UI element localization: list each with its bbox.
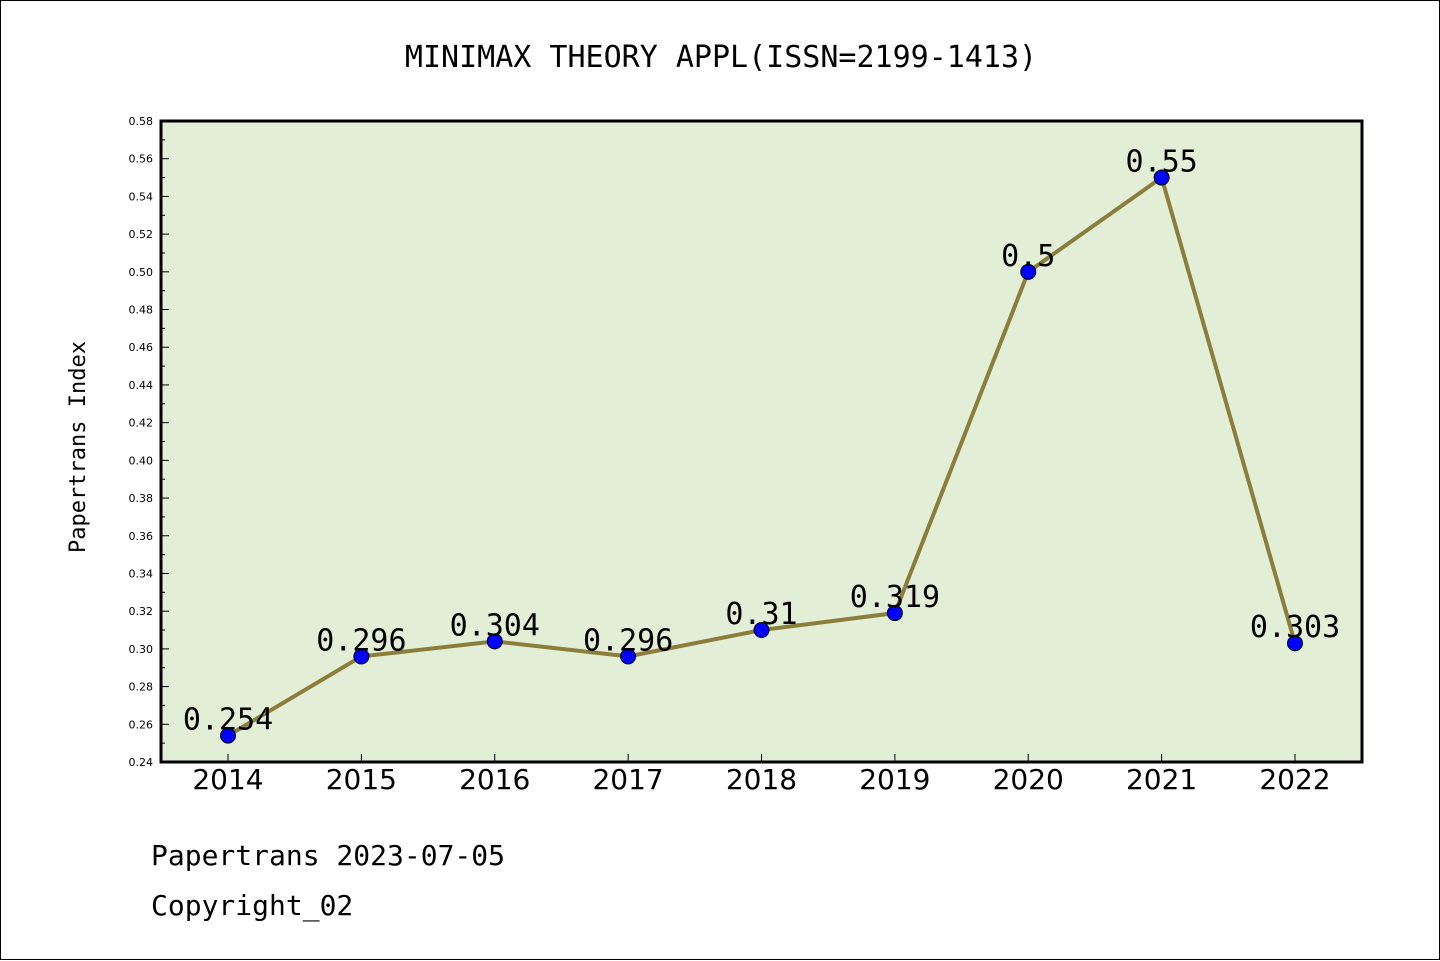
data-label: 0.319 [850,580,940,615]
x-tick-label: 2016 [459,763,530,796]
y-tick-label: 0.32 [129,605,154,618]
data-point [353,648,370,665]
data-label: 0.55 [1126,145,1198,180]
y-tick-label: 0.44 [129,379,154,392]
chart-title: MINIMAX THEORY APPL(ISSN=2199-1413) [405,40,1037,75]
y-tick-label: 0.58 [129,115,154,128]
x-tick-label: 2017 [592,763,663,796]
y-tick-label: 0.56 [129,153,154,166]
y-tick-label: 0.42 [129,417,154,430]
data-label: 0.296 [316,623,406,658]
y-tick-label: 0.30 [129,643,154,656]
data-point [1287,635,1303,652]
data-point [753,622,770,639]
x-tick-label: 2015 [326,763,397,796]
data-point [1153,169,1170,186]
y-tick-label: 0.34 [129,567,154,580]
y-tick-label: 0.54 [129,190,154,203]
y-tick-label: 0.24 [129,756,154,769]
series-group: 0.254 0.296 0.304 0.296 0.31 0.319 0.5 0.55 0.30… [183,145,1340,744]
data-label: 0.303 [1250,610,1340,645]
x-tick-label: 2020 [993,763,1064,796]
data-point [220,727,236,744]
x-axis: 2014 2015 2016 2017 2018 2019 2020 2021 2022 [192,754,1331,796]
y-tick-label: 0.38 [129,492,154,505]
data-point [886,605,903,622]
data-point [486,633,503,650]
data-label: 0.5 [1001,239,1055,274]
x-tick-label: 2014 [192,763,263,796]
y-tick-label: 0.40 [129,454,154,467]
y-tick-label: 0.26 [129,718,154,731]
y-axis-label: Papertrans Index [66,341,91,553]
data-label: 0.304 [450,608,540,643]
footer-date: Papertrans 2023-07-05 [151,839,505,872]
y-tick-label: 0.36 [129,530,154,543]
y-axis: 0.24 0.26 0.28 0.30 0.32 0.34 0.36 0.38 0.40 0.42… [129,115,169,769]
data-label: 0.296 [583,623,673,658]
plot-area [159,119,1364,764]
data-label: 0.254 [183,703,273,738]
x-tick-label: 2018 [726,763,797,796]
data-point [1020,263,1037,280]
y-tick-label: 0.46 [129,341,154,354]
x-tick-label: 2019 [859,763,930,796]
y-tick-label: 0.52 [129,228,154,241]
x-tick-label: 2022 [1259,763,1330,796]
data-label: 0.31 [725,597,797,632]
data-point [620,648,637,665]
footer-copyright: Copyright_02 [151,889,353,923]
y-tick-label: 0.48 [129,304,154,317]
y-tick-label: 0.50 [129,266,154,279]
x-tick-label: 2021 [1126,763,1197,796]
y-tick-label: 0.28 [129,681,154,694]
